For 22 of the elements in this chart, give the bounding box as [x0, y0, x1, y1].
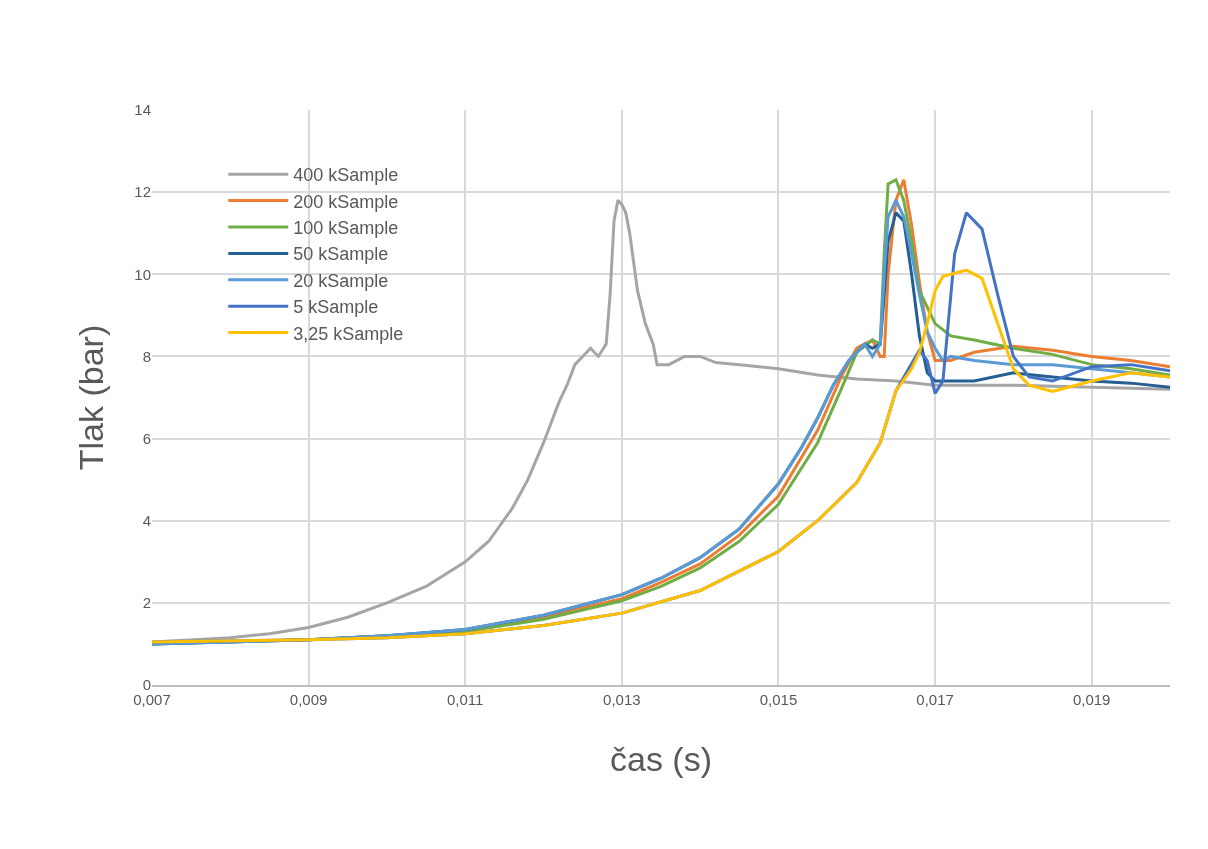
x-tick-label: 0,011 — [447, 690, 484, 708]
legend-label: 3,25 kSample — [293, 323, 404, 344]
x-axis-title: čas (s) — [610, 739, 712, 778]
legend-label: 200 kSample — [293, 191, 399, 212]
y-tick-label: 10 — [134, 265, 151, 283]
y-tick-label: 2 — [142, 594, 151, 612]
x-tick-label: 0,013 — [603, 690, 641, 708]
x-tick-label: 0,009 — [289, 690, 328, 708]
legend-label: 20 kSample — [293, 270, 389, 291]
y-tick-label: 8 — [142, 347, 151, 365]
legend-label: 50 kSample — [293, 244, 389, 265]
y-tick-label: 14 — [134, 101, 151, 119]
y-axis-title: Tlak (bar) — [71, 324, 110, 471]
y-tick-label: 6 — [142, 429, 151, 447]
x-tick-label: 0,019 — [1072, 690, 1111, 708]
legend-label: 100 kSample — [293, 218, 399, 239]
x-tick-label: 0,015 — [759, 690, 798, 708]
legend-label: 400 kSample — [293, 165, 399, 186]
legend-label: 5 kSample — [293, 297, 379, 318]
y-tick-label: 12 — [134, 183, 151, 201]
y-tick-label: 4 — [142, 511, 151, 529]
x-tick-label: 0,017 — [916, 690, 954, 708]
